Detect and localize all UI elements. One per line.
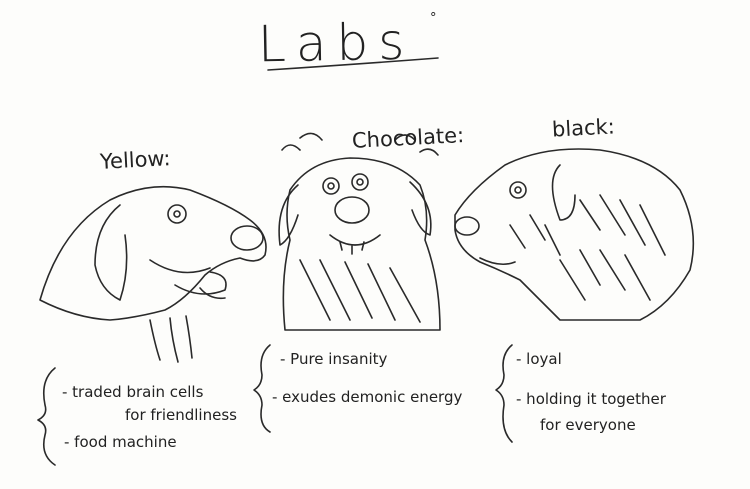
yellow-note-1: - traded brain cells — [62, 383, 204, 401]
chocolate-note-1: - Pure insanity — [280, 350, 388, 368]
black-header: black: — [551, 114, 616, 142]
chocolate-note-2: - exudes demonic energy — [272, 388, 463, 406]
black-lab-illustration — [454, 148, 695, 321]
black-note-2: - holding it together — [516, 390, 666, 408]
title-underline — [267, 57, 439, 71]
black-note-1: - loyal — [516, 350, 562, 368]
yellow-header: Yellow: — [99, 146, 172, 174]
chocolate-header: Chocolate: — [351, 123, 465, 153]
black-notes-brace — [495, 344, 513, 443]
chocolate-lab-illustration — [278, 132, 441, 331]
yellow-note-2: for friendliness — [125, 406, 237, 424]
yellow-lab-illustration — [39, 185, 267, 363]
yellow-note-3: - food machine — [64, 433, 177, 451]
yellow-notes-brace — [37, 367, 56, 466]
black-note-3: for everyone — [540, 416, 636, 434]
chocolate-notes-brace — [253, 344, 271, 433]
title-degree-mark: ° — [430, 11, 437, 26]
